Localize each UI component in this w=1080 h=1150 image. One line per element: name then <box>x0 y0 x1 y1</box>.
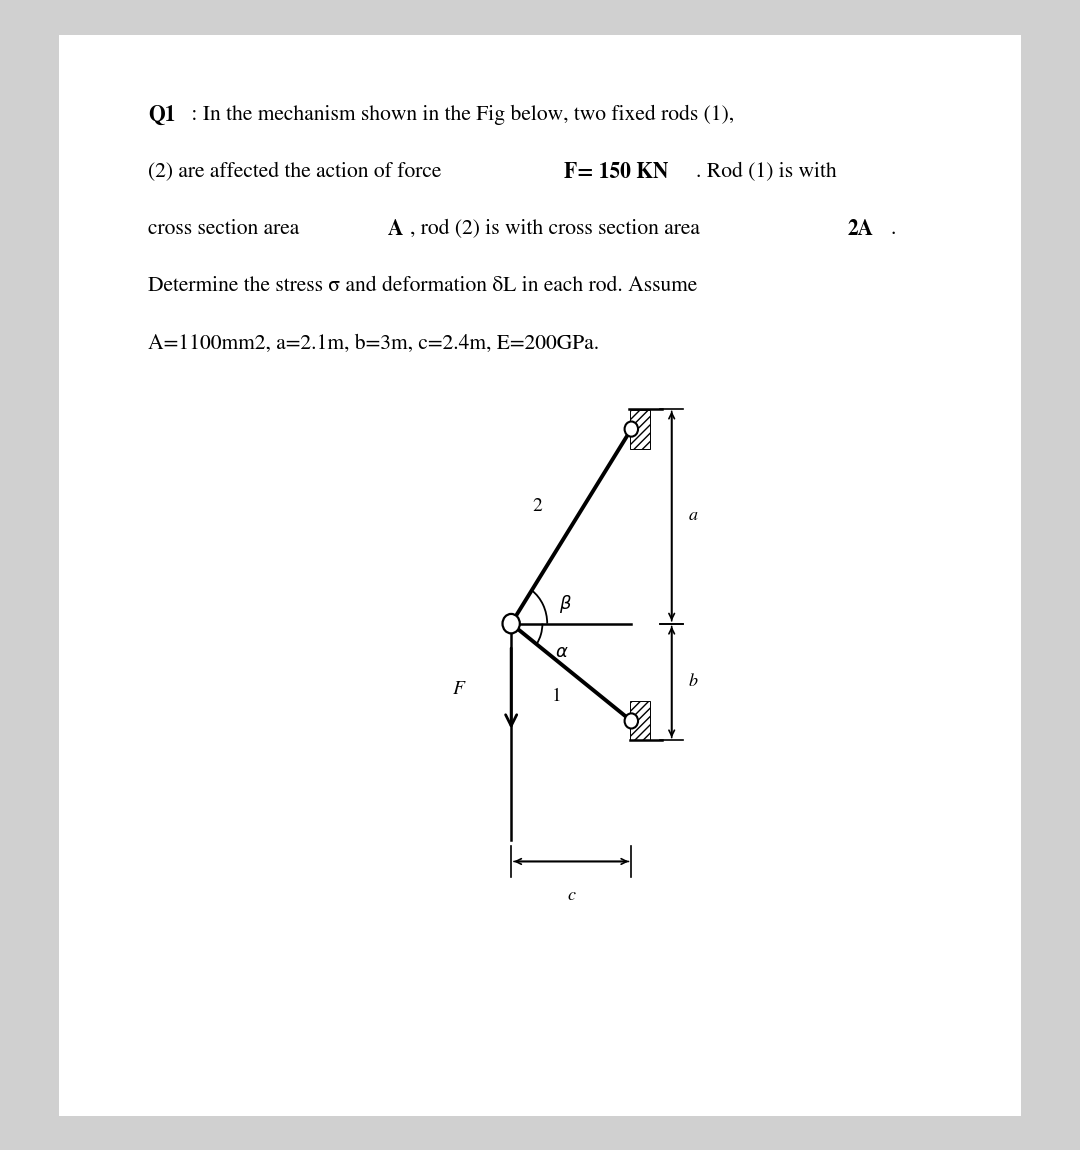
Text: b: b <box>689 674 698 690</box>
Text: c: c <box>567 888 576 904</box>
Circle shape <box>502 614 519 634</box>
Text: , rod (2) is with cross section area: , rod (2) is with cross section area <box>410 220 705 239</box>
Bar <box>631 702 649 741</box>
Text: (2) are affected the action of force: (2) are affected the action of force <box>148 162 447 182</box>
Text: $\alpha$: $\alpha$ <box>555 643 569 661</box>
Bar <box>631 409 649 448</box>
Text: 1: 1 <box>552 688 562 705</box>
Text: a: a <box>689 507 698 524</box>
Circle shape <box>624 713 638 728</box>
Text: : In the mechanism shown in the Fig below, two fixed rods (1),: : In the mechanism shown in the Fig belo… <box>186 105 734 125</box>
Text: A: A <box>388 220 404 240</box>
Text: Determine the stress σ and deformation δL in each rod. Assume: Determine the stress σ and deformation δ… <box>148 277 697 297</box>
Text: F: F <box>453 680 464 698</box>
Text: cross section area: cross section area <box>148 220 305 239</box>
Text: Q1: Q1 <box>148 105 175 125</box>
Text: F= 150 KN: F= 150 KN <box>564 162 669 183</box>
Circle shape <box>624 422 638 437</box>
Text: $\beta$: $\beta$ <box>559 593 572 615</box>
Text: 2A: 2A <box>848 220 874 240</box>
Text: .: . <box>891 220 896 239</box>
Text: A=1100mm2, a=2.1m, b=3m, c=2.4m, E=200GPa.: A=1100mm2, a=2.1m, b=3m, c=2.4m, E=200GP… <box>148 334 599 354</box>
Text: . Rod (1) is with: . Rod (1) is with <box>696 162 837 182</box>
Text: 2: 2 <box>532 498 542 515</box>
